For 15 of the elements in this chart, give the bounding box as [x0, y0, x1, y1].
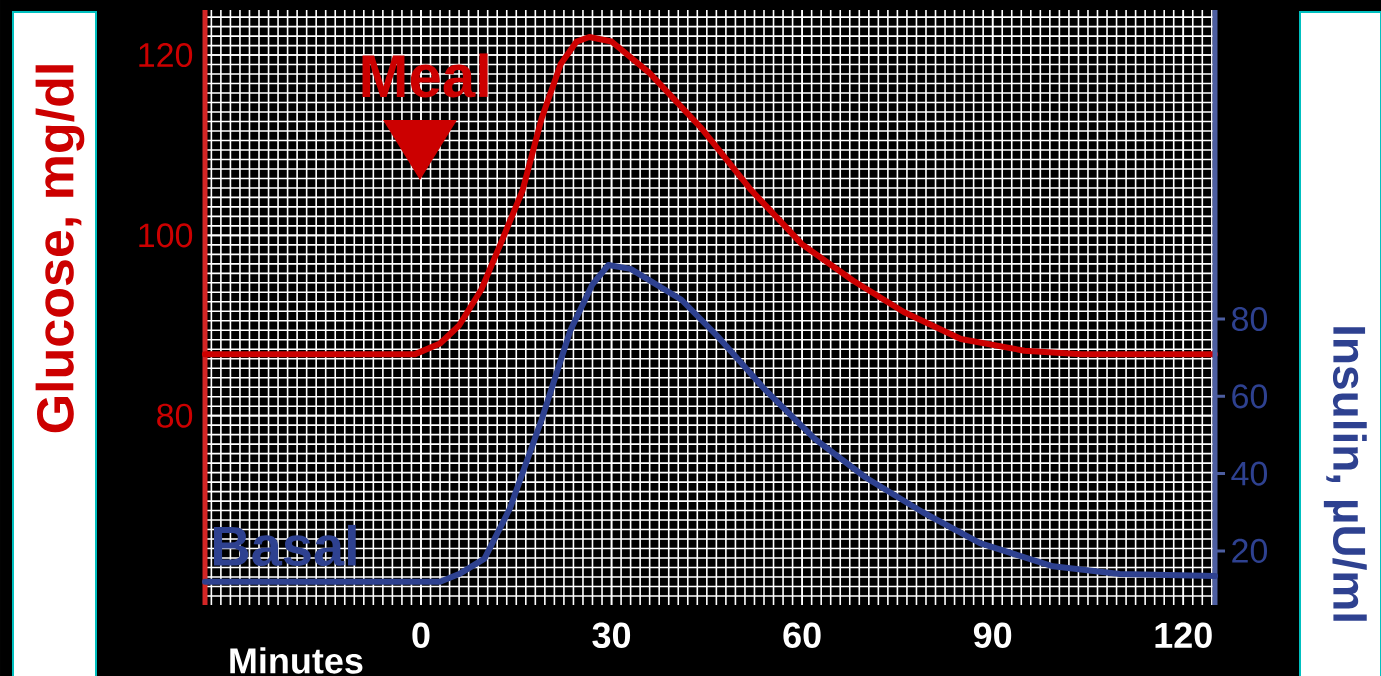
y2-tick-label: 80: [1232, 307, 1268, 332]
y2-axis-title: Insulin, µU/ml: [1323, 327, 1367, 621]
x-tick-label: 120: [1155, 622, 1212, 648]
x-tick-label: 90: [973, 622, 1012, 648]
y-tick-label: 100: [139, 223, 193, 248]
x-tick-label: 30: [592, 622, 631, 649]
y2-tick-label: 60: [1232, 384, 1268, 409]
y-tick-label: 120: [139, 43, 193, 68]
y2-tick-label: 40: [1231, 461, 1268, 486]
y-tick-label: 80: [157, 403, 193, 428]
x-tick-label: 0: [412, 622, 430, 648]
y-axis-title: Glucose, mg/dl: [35, 65, 85, 433]
x-axis-title: Minutes: [230, 647, 363, 674]
x-tick-label: 60: [783, 622, 821, 648]
y2-tick-label: 20: [1232, 538, 1268, 563]
